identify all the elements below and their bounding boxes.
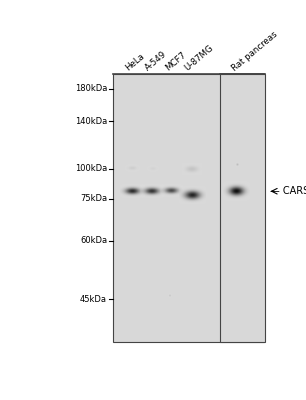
Text: — CARS: — CARS <box>270 186 306 196</box>
Bar <box>220 74 265 342</box>
Text: U-87MG: U-87MG <box>183 44 215 73</box>
Text: Rat pancreas: Rat pancreas <box>230 30 279 73</box>
Text: 100kDa: 100kDa <box>75 164 107 173</box>
Text: 45kDa: 45kDa <box>80 294 107 304</box>
Text: 75kDa: 75kDa <box>80 194 107 204</box>
Text: MCF7: MCF7 <box>163 50 187 73</box>
Bar <box>113 74 263 342</box>
Text: HeLa: HeLa <box>124 52 146 73</box>
Text: 60kDa: 60kDa <box>80 236 107 245</box>
Text: 140kDa: 140kDa <box>75 117 107 126</box>
Text: A-549: A-549 <box>144 50 169 73</box>
Text: 180kDa: 180kDa <box>75 84 107 93</box>
